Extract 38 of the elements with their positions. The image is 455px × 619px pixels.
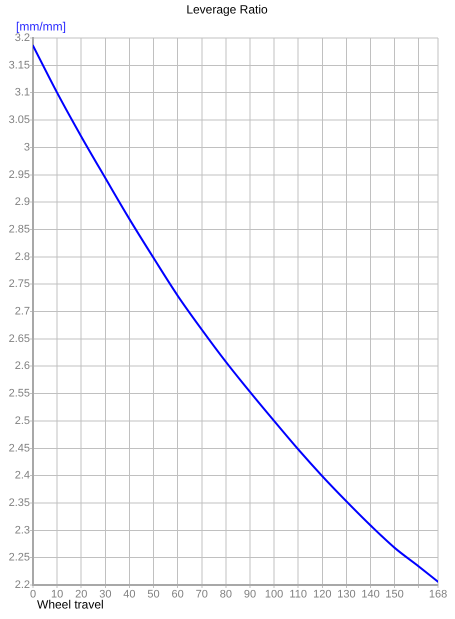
y-tick-label: 2.4 <box>14 470 30 482</box>
x-tick-label: 130 <box>337 588 356 601</box>
y-tick-label: 2.65 <box>8 332 30 345</box>
x-tick-label: 168 <box>428 588 448 601</box>
y-tick-label: 3 <box>24 141 30 154</box>
y-tick-label: 2.35 <box>8 496 30 509</box>
x-tick-label: 120 <box>313 588 332 601</box>
y-tick-label: 3.15 <box>8 59 30 72</box>
y-tick-label: 3.2 <box>14 32 30 44</box>
y-tick-label: 2.8 <box>14 250 30 263</box>
y-tick-label: 2.6 <box>14 360 30 372</box>
y-tick-label: 2.7 <box>14 306 30 318</box>
x-tick-label: 40 <box>123 588 136 601</box>
x-tick-label: 0 <box>30 588 36 601</box>
x-tick-label: 140 <box>361 588 380 601</box>
y-tick-label: 2.85 <box>8 223 30 236</box>
line-series <box>33 44 438 583</box>
x-tick-label: 90 <box>244 588 256 601</box>
y-tick-label: 2.25 <box>8 552 30 564</box>
y-tick-label: 2.95 <box>8 168 30 181</box>
chart-title: Leverage Ratio <box>186 2 268 16</box>
y-tick-label: 3.05 <box>8 114 30 126</box>
y-tick-label: 2.75 <box>8 278 30 290</box>
x-tick-label: 80 <box>220 588 232 601</box>
y-tick-label: 2.9 <box>14 196 30 208</box>
y-tick-label: 3.1 <box>14 86 30 99</box>
y-tick-label: 2.45 <box>8 442 30 454</box>
x-tick-label: 70 <box>196 588 208 601</box>
y-axis-title: [mm/mm] <box>16 19 66 34</box>
x-tick-label: 150 <box>385 588 404 601</box>
x-tick-label: 50 <box>147 588 160 601</box>
y-tick-label: 2.5 <box>14 414 30 427</box>
y-tick-label: 2.3 <box>14 524 30 536</box>
x-tick-label: 110 <box>289 588 307 601</box>
x-tick-label: 60 <box>172 588 184 601</box>
y-tick-label: 2.55 <box>8 388 30 400</box>
y-tick-label: 2.2 <box>14 579 30 592</box>
x-tick-label: 100 <box>264 588 284 601</box>
